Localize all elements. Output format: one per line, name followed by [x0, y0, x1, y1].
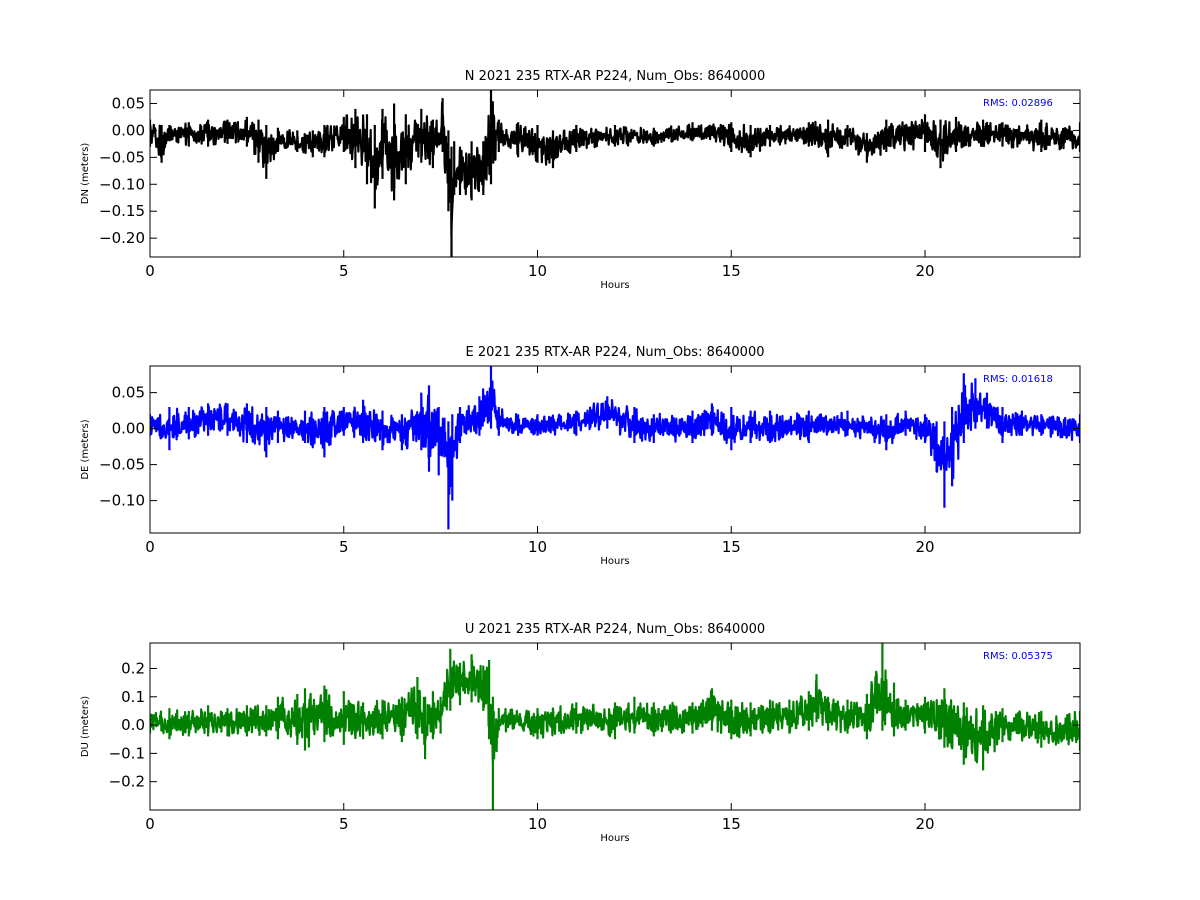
x-tick-label: 15 — [722, 815, 741, 833]
panel-title: U 2021 235 RTX-AR P224, Num_Obs: 8640000 — [465, 622, 765, 637]
x-ticks: 0 5 10 15 20 — [145, 90, 935, 280]
y-tick-label: 0.2 — [121, 659, 145, 677]
plot-area — [150, 90, 1080, 257]
series-line — [150, 90, 1080, 257]
x-tick-label: 5 — [339, 262, 349, 280]
x-tick-label: 0 — [145, 262, 155, 280]
y-ticks: 0.05 0.00 −0.05 −0.10 — [99, 384, 1080, 510]
x-tick-label: 20 — [915, 262, 934, 280]
series-line — [150, 366, 1080, 530]
axes-frame — [149, 89, 1081, 258]
y-tick-label: −0.05 — [99, 148, 145, 166]
x-tick-label: 10 — [528, 262, 547, 280]
y-tick-label: −0.2 — [109, 773, 145, 791]
y-tick-label: 0.05 — [112, 94, 145, 112]
rms-annotation: RMS: 0.05375 — [983, 651, 1053, 662]
y-ticks: 0.2 0.1 0.0 −0.1 −0.2 — [109, 659, 1080, 791]
x-ticks: 0 5 10 15 20 — [145, 366, 935, 556]
y-axis-label: DU (meters) — [80, 696, 91, 757]
axes-frame — [149, 365, 1081, 534]
y-tick-label: −0.20 — [99, 229, 145, 247]
series-line — [150, 643, 1080, 810]
x-tick-label: 0 — [145, 538, 155, 556]
y-ticks: 0.05 0.00 −0.05 −0.10 −0.15 −0.20 — [99, 94, 1080, 247]
x-tick-label: 5 — [339, 815, 349, 833]
x-ticks: 0 5 10 15 20 — [145, 643, 935, 833]
y-tick-label: 0.05 — [112, 384, 145, 402]
x-tick-label: 15 — [722, 262, 741, 280]
x-tick-label: 10 — [528, 815, 547, 833]
x-tick-label: 15 — [722, 538, 741, 556]
x-tick-label: 5 — [339, 538, 349, 556]
y-tick-label: −0.10 — [99, 492, 145, 510]
panel-up: U 2021 235 RTX-AR P224, Num_Obs: 8640000… — [80, 622, 1081, 844]
y-tick-label: −0.05 — [99, 456, 145, 474]
y-tick-label: −0.1 — [109, 744, 145, 762]
x-axis-label: Hours — [600, 556, 629, 567]
rms-annotation: RMS: 0.01618 — [983, 374, 1053, 385]
panel-east: E 2021 235 RTX-AR P224, Num_Obs: 8640000… — [80, 345, 1081, 567]
rms-annotation: RMS: 0.02896 — [983, 98, 1053, 109]
y-tick-label: 0.00 — [112, 420, 145, 438]
panel-title: N 2021 235 RTX-AR P224, Num_Obs: 8640000 — [465, 69, 765, 84]
x-tick-label: 20 — [915, 815, 934, 833]
x-axis-label: Hours — [600, 280, 629, 291]
panel-north: N 2021 235 RTX-AR P224, Num_Obs: 8640000… — [80, 69, 1081, 291]
plot-area — [150, 643, 1080, 810]
y-tick-label: 0.0 — [121, 716, 145, 734]
axes-frame — [149, 642, 1081, 811]
y-tick-label: −0.10 — [99, 175, 145, 193]
x-tick-label: 10 — [528, 538, 547, 556]
plot-area — [150, 366, 1080, 530]
y-axis-label: DE (meters) — [80, 419, 91, 479]
x-tick-label: 0 — [145, 815, 155, 833]
y-tick-label: 0.1 — [121, 688, 145, 706]
panel-title: E 2021 235 RTX-AR P224, Num_Obs: 8640000 — [466, 345, 765, 360]
x-tick-label: 20 — [915, 538, 934, 556]
y-axis-label: DN (meters) — [80, 143, 91, 205]
y-tick-label: −0.15 — [99, 202, 145, 220]
x-axis-label: Hours — [600, 833, 629, 844]
y-tick-label: 0.00 — [112, 121, 145, 139]
